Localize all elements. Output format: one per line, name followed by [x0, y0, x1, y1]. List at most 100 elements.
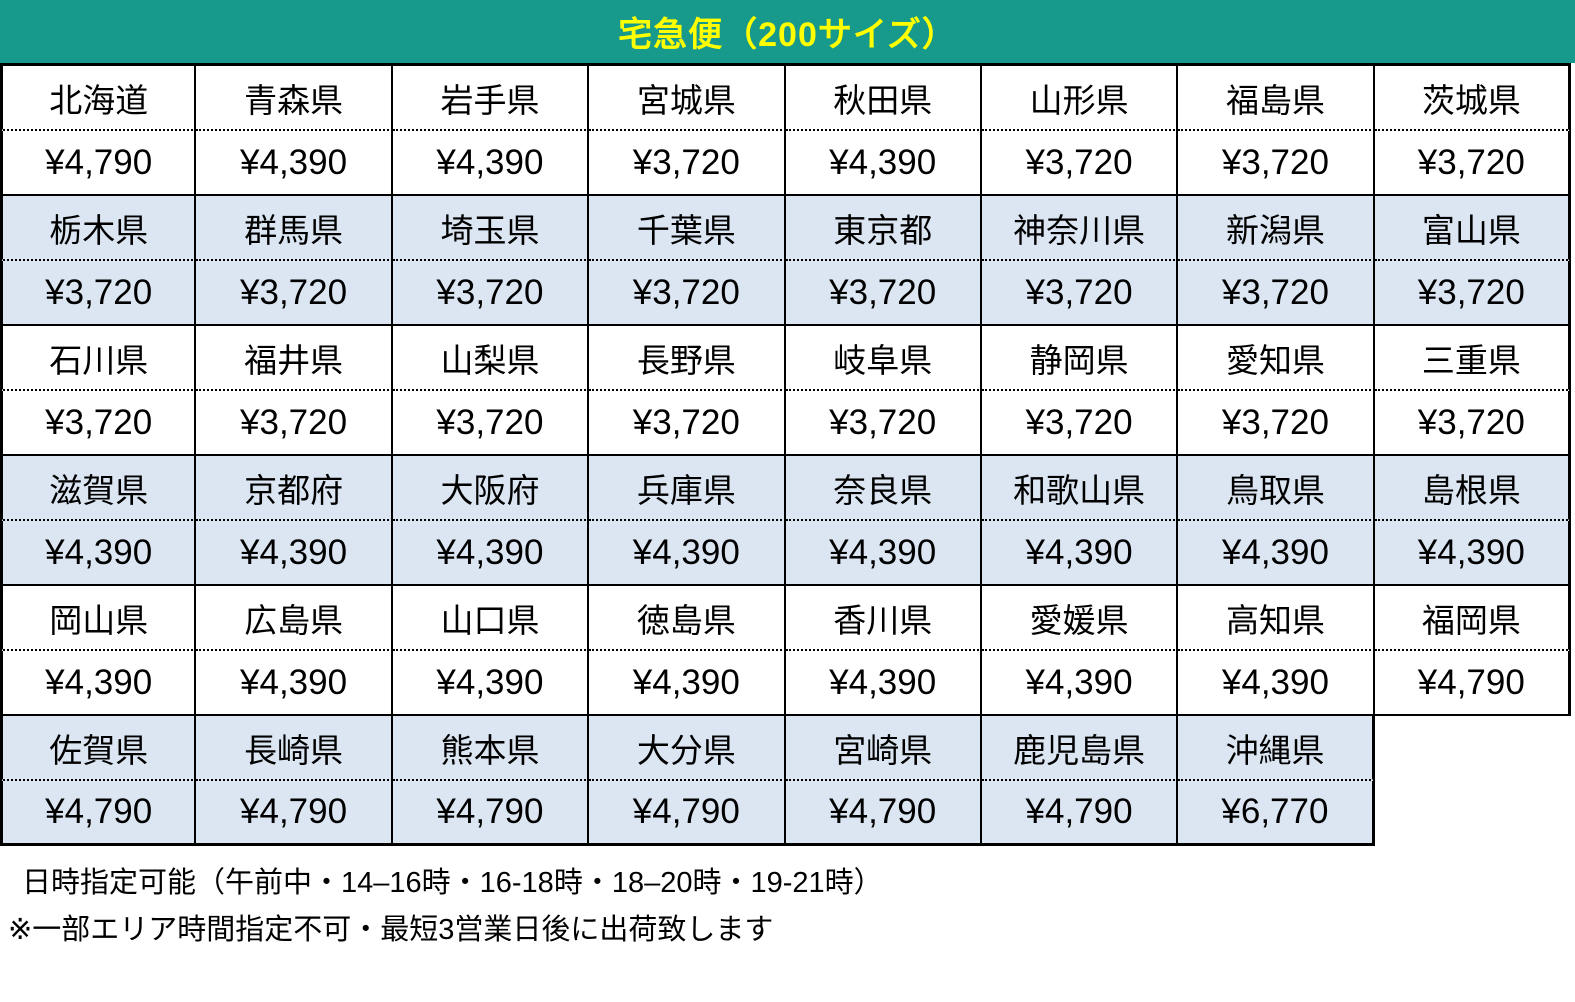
prefecture-cell: 熊本県	[392, 716, 590, 781]
price-cell: ¥3,720	[981, 391, 1179, 456]
prefecture-cell: 高知県	[1178, 586, 1375, 651]
prefecture-cell: 石川県	[0, 326, 197, 391]
prefecture-cell: 愛知県	[1178, 326, 1375, 391]
price-cell: ¥3,720	[1178, 261, 1375, 326]
price-cell: ¥4,390	[981, 521, 1179, 586]
price-cell: ¥3,720	[0, 261, 197, 326]
prefecture-cell: 滋賀県	[0, 456, 197, 521]
price-cell: ¥4,390	[785, 131, 982, 196]
prefecture-cell: 宮城県	[589, 66, 786, 131]
price-cell: ¥4,790	[785, 781, 982, 846]
price-cell: ¥6,770	[1178, 781, 1375, 846]
price-cell: ¥3,720	[589, 261, 786, 326]
prefecture-cell: 兵庫県	[589, 456, 786, 521]
price-cell: ¥3,720	[196, 261, 393, 326]
prefecture-cell: 大分県	[589, 716, 786, 781]
prefecture-cell: 山口県	[392, 586, 590, 651]
price-cell: ¥4,790	[196, 781, 393, 846]
prefecture-cell: 福島県	[1178, 66, 1375, 131]
prefecture-cell: 北海道	[0, 66, 197, 131]
prefecture-cell: 徳島県	[589, 586, 786, 651]
prefecture-cell: 大阪府	[392, 456, 590, 521]
prefecture-cell: 神奈川県	[981, 196, 1179, 261]
price-cell: ¥4,390	[1178, 651, 1375, 716]
prefecture-cell: 新潟県	[1178, 196, 1375, 261]
prefecture-cell: 岐阜県	[785, 326, 982, 391]
prefecture-cell: 富山県	[1374, 196, 1571, 261]
prefecture-cell: 福岡県	[1374, 586, 1571, 651]
price-cell: ¥4,390	[785, 651, 982, 716]
prefecture-cell: 福井県	[196, 326, 393, 391]
price-cell: ¥4,390	[392, 521, 590, 586]
footer-note-delivery-times: 日時指定可能（午前中・14–16時・16-18時・18–20時・19-21時）	[22, 867, 883, 899]
empty-cell	[1374, 716, 1571, 781]
prefecture-cell: 栃木県	[0, 196, 197, 261]
empty-cell	[1374, 781, 1571, 846]
prefecture-cell: 宮崎県	[785, 716, 982, 781]
prefecture-cell: 埼玉県	[392, 196, 590, 261]
prefecture-cell: 岡山県	[0, 586, 197, 651]
prefecture-cell: 青森県	[196, 66, 393, 131]
price-cell: ¥4,390	[1374, 521, 1571, 586]
price-cell: ¥3,720	[981, 131, 1179, 196]
price-cell: ¥4,390	[0, 521, 197, 586]
prefecture-cell: 山形県	[981, 66, 1179, 131]
prefecture-cell: 東京都	[785, 196, 982, 261]
price-cell: ¥4,390	[981, 651, 1179, 716]
price-cell: ¥3,720	[392, 391, 590, 456]
prefecture-cell: 茨城県	[1374, 66, 1571, 131]
price-cell: ¥4,390	[196, 131, 393, 196]
price-cell: ¥3,720	[1374, 131, 1571, 196]
price-cell: ¥4,790	[0, 781, 197, 846]
prefecture-cell: 沖縄県	[1178, 716, 1375, 781]
price-cell: ¥3,720	[1374, 391, 1571, 456]
price-cell: ¥3,720	[785, 391, 982, 456]
price-cell: ¥4,790	[392, 781, 590, 846]
price-cell: ¥3,720	[1178, 391, 1375, 456]
prefecture-cell: 三重県	[1374, 326, 1571, 391]
footer-notes: 日時指定可能（午前中・14–16時・16-18時・18–20時・19-21時） …	[0, 846, 1575, 954]
price-cell: ¥4,790	[0, 131, 197, 196]
prefecture-cell: 鹿児島県	[981, 716, 1179, 781]
page-title: 宅急便（200サイズ）	[618, 16, 957, 54]
prefecture-cell: 静岡県	[981, 326, 1179, 391]
prefecture-cell: 群馬県	[196, 196, 393, 261]
price-cell: ¥4,390	[589, 651, 786, 716]
price-cell: ¥4,790	[981, 781, 1179, 846]
prefecture-cell: 山梨県	[392, 326, 590, 391]
footer-note-restrictions: ※一部エリア時間指定不可・最短3営業日後に出荷致します	[8, 914, 774, 946]
prefecture-cell: 広島県	[196, 586, 393, 651]
prefecture-cell: 奈良県	[785, 456, 982, 521]
price-cell: ¥4,390	[392, 651, 590, 716]
prefecture-cell: 長崎県	[196, 716, 393, 781]
table-title-bar: 宅急便（200サイズ）	[0, 0, 1575, 63]
price-cell: ¥4,390	[196, 521, 393, 586]
price-cell: ¥3,720	[589, 131, 786, 196]
price-cell: ¥4,390	[785, 521, 982, 586]
prefecture-cell: 秋田県	[785, 66, 982, 131]
price-cell: ¥4,390	[392, 131, 590, 196]
price-cell: ¥3,720	[589, 391, 786, 456]
prefecture-cell: 京都府	[196, 456, 393, 521]
prefecture-cell: 愛媛県	[981, 586, 1179, 651]
prefecture-cell: 鳥取県	[1178, 456, 1375, 521]
price-cell: ¥3,720	[0, 391, 197, 456]
price-cell: ¥4,390	[0, 651, 197, 716]
prefecture-cell: 和歌山県	[981, 456, 1179, 521]
price-table: 北海道 青森県 岩手県 宮城県 秋田県 山形県 福島県 茨城県 ¥4,790 ¥4,390 ¥4,3…	[0, 63, 1571, 846]
prefecture-cell: 長野県	[589, 326, 786, 391]
prefecture-cell: 佐賀県	[0, 716, 197, 781]
price-cell: ¥4,790	[589, 781, 786, 846]
price-cell: ¥3,720	[1178, 131, 1375, 196]
price-cell: ¥4,390	[589, 521, 786, 586]
prefecture-cell: 千葉県	[589, 196, 786, 261]
prefecture-cell: 島根県	[1374, 456, 1571, 521]
price-cell: ¥3,720	[196, 391, 393, 456]
price-cell: ¥3,720	[785, 261, 982, 326]
prefecture-cell: 香川県	[785, 586, 982, 651]
price-cell: ¥4,390	[196, 651, 393, 716]
price-cell: ¥4,790	[1374, 651, 1571, 716]
price-cell: ¥3,720	[1374, 261, 1571, 326]
price-cell: ¥4,390	[1178, 521, 1375, 586]
